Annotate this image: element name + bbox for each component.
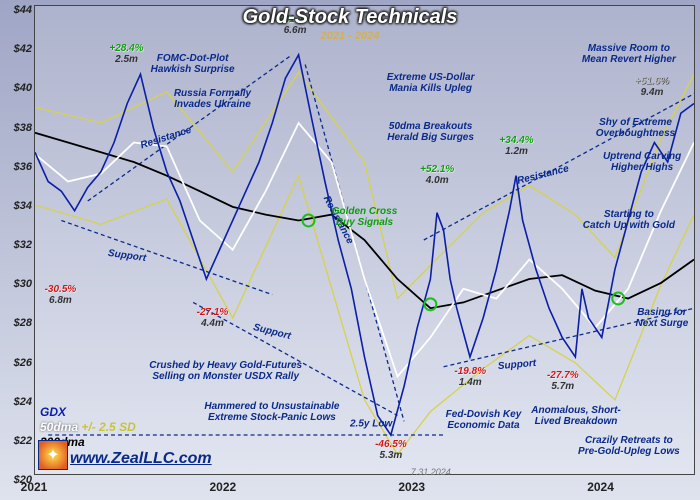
x-tick: 2024 (587, 480, 614, 494)
chart-title: Gold-Stock Technicals (243, 6, 458, 29)
annotation: Starting toCatch Up with Gold (583, 209, 675, 231)
x-tick: 2021 (21, 480, 48, 494)
y-tick: $22 (14, 435, 32, 447)
date-stamp: 7.31.2024 (411, 467, 451, 477)
annotation: Shy of ExtremeOverboughtness (596, 117, 675, 139)
annotation: Hammered to UnsustainableExtreme Stock-P… (204, 401, 339, 423)
annotation: Russia FormallyInvades Ukraine (174, 88, 251, 110)
annotation: 50dma BreakoutsHerald Big Surges (387, 121, 474, 143)
y-tick: $30 (14, 278, 32, 290)
x-tick: 2022 (209, 480, 236, 494)
y-tick: $44 (14, 4, 32, 16)
pct-label: +51.6%9.4m (635, 76, 669, 98)
x-tick: 2023 (398, 480, 425, 494)
legend-gdx: GDX (40, 405, 136, 420)
y-tick: $42 (14, 43, 32, 55)
x-axis: 2021202220232024 (34, 478, 695, 498)
y-tick: $40 (14, 82, 32, 94)
pct-label: +34.4%1.2m (499, 135, 533, 157)
pct-label: -27.1%4.4m (197, 307, 229, 329)
annotation: Fed-Dovish KeyEconomic Data (446, 409, 522, 431)
annotation: Golden CrossBuy Signals (332, 206, 398, 228)
annotation: 2.5y Low (350, 419, 392, 430)
y-tick: $38 (14, 122, 32, 134)
zeal-logo-icon: ✦ (38, 440, 68, 470)
annotation: Anomalous, Short-Lived Breakdown (531, 405, 620, 427)
y-tick: $28 (14, 317, 32, 329)
legend-sd: +/- 2.5 SD (81, 420, 135, 434)
annotation: Uptrend CarvingHigher Highs (603, 151, 681, 173)
y-tick: $24 (14, 396, 32, 408)
y-tick: $36 (14, 161, 32, 173)
pct-label: -27.7%5.7m (547, 370, 579, 392)
legend-ma50-row: 50dma +/- 2.5 SD (40, 420, 136, 435)
source-url[interactable]: www.ZealLLC.com (70, 450, 212, 468)
annotation: Extreme US-DollarMania Kills Upleg (387, 72, 475, 94)
y-tick: $34 (14, 200, 32, 212)
annotation: FOMC-Dot-PlotHawkish Surprise (151, 53, 235, 75)
y-tick: $26 (14, 357, 32, 369)
pct-label: -46.5%5.3m (375, 439, 407, 461)
y-tick: $32 (14, 239, 32, 251)
annotation: Crushed by Heavy Gold-FuturesSelling on … (149, 360, 302, 382)
pct-label: -30.5%6.8m (45, 284, 77, 306)
y-axis: $20$22$24$26$28$30$32$34$36$38$40$42$44 (2, 5, 32, 475)
annotation: Crazily Retreats toPre-Gold-Upleg Lows (578, 435, 680, 457)
legend-ma50: 50dma (40, 420, 78, 434)
pct-label: +28.4%2.5m (109, 43, 143, 65)
chart-subtitle: 2021 - 2024 (321, 30, 380, 42)
plot-canvas (35, 6, 694, 474)
annotation: Basing forNext Surge (636, 307, 689, 329)
pct-label: -19.8%1.4m (454, 366, 486, 388)
annotation: Massive Room toMean Revert Higher (582, 43, 676, 65)
pct-label: +52.1%4.0m (420, 164, 454, 186)
